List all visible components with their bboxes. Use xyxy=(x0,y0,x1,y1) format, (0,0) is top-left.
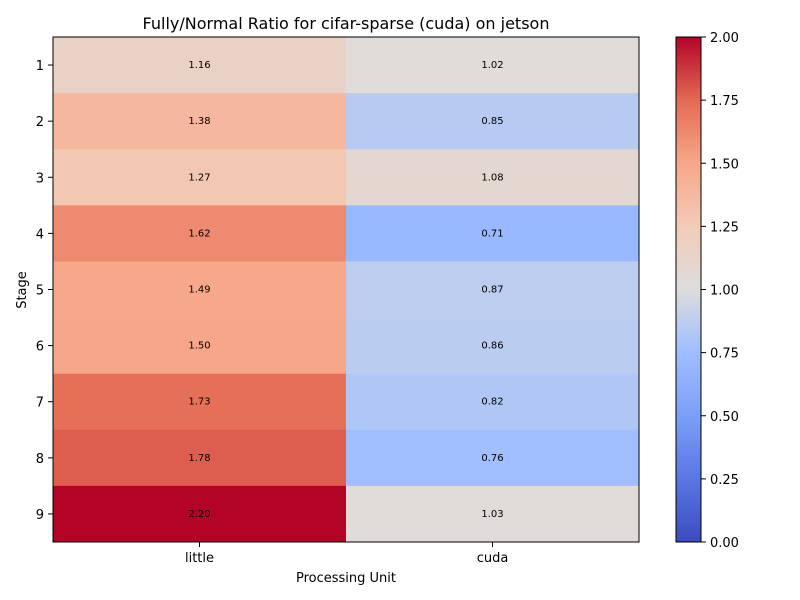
colorbar-axis: 0.00 0.25 0.50 0.75 1.00 1.25 1.50 1.75 2.00 xyxy=(701,31,739,551)
y-tick-label: 9 xyxy=(36,508,44,523)
cell-value-label: 1.38 xyxy=(188,116,210,127)
heatmap-cell xyxy=(53,317,347,375)
y-axis: 1 2 3 4 5 6 7 8 9 xyxy=(36,59,53,523)
heatmap-cell xyxy=(53,149,347,206)
heatmap-cell xyxy=(346,93,640,150)
heatmap-cell xyxy=(346,429,640,487)
y-tick-label: 1 xyxy=(36,59,44,74)
heatmap-cell xyxy=(53,205,347,262)
cell-value-label: 1.02 xyxy=(481,60,503,71)
y-tick-label: 8 xyxy=(36,452,44,467)
cell-value-label: 1.73 xyxy=(188,397,210,408)
cell-value-label: 0.86 xyxy=(481,341,503,352)
cell-value-label: 1.08 xyxy=(481,172,503,183)
y-tick-label: 3 xyxy=(36,171,44,186)
x-tick-label: little xyxy=(185,551,214,566)
x-axis-label: Processing Unit xyxy=(296,571,396,586)
y-tick-label: 6 xyxy=(36,340,44,355)
colorbar-tick-label: 0.00 xyxy=(710,536,739,551)
cell-value-label: 0.82 xyxy=(481,397,503,408)
cell-value-label: 2.20 xyxy=(188,509,210,520)
y-tick-label: 4 xyxy=(36,227,44,242)
y-tick-label: 5 xyxy=(36,284,44,299)
heatmap-cell xyxy=(346,485,640,543)
heatmap-cell xyxy=(346,149,640,206)
colorbar xyxy=(675,36,702,543)
colorbar-tick-label: 1.25 xyxy=(710,220,739,235)
heatmap-cell xyxy=(53,373,347,431)
heatmap-cell xyxy=(53,485,347,543)
heatmap-cell xyxy=(53,261,347,319)
heatmap-cell xyxy=(346,373,640,431)
heatmap-cell xyxy=(346,317,640,375)
colorbar-tick-label: 0.25 xyxy=(710,473,739,488)
colorbar-tick-label: 1.00 xyxy=(710,284,739,299)
y-tick-label: 2 xyxy=(36,115,44,130)
cell-value-label: 0.85 xyxy=(481,116,503,127)
heatmap-cell xyxy=(346,261,640,319)
colorbar-tick-label: 1.75 xyxy=(710,94,739,109)
x-axis: little cuda xyxy=(185,542,508,566)
cell-value-label: 0.76 xyxy=(481,453,503,464)
cell-value-label: 0.71 xyxy=(481,228,503,239)
y-tick-label: 7 xyxy=(36,396,44,411)
chart-title: Fully/Normal Ratio for cifar-sparse (cud… xyxy=(143,14,550,33)
cell-value-label: 1.78 xyxy=(188,453,210,464)
cell-value-label: 1.49 xyxy=(188,285,210,296)
x-tick-label: cuda xyxy=(477,551,509,566)
heatmap-cell xyxy=(346,37,640,94)
heatmap-cell xyxy=(53,429,347,487)
colorbar-tick-label: 2.00 xyxy=(710,31,739,46)
y-axis-label: Stage xyxy=(15,271,30,309)
cell-value-label: 1.62 xyxy=(188,228,210,239)
heatmap-cell-labels: 1.16 1.02 1.38 0.85 1.27 1.08 1.62 0.71 1.49 0.87… xyxy=(188,60,503,520)
colorbar-tick-label: 0.75 xyxy=(710,347,739,362)
colorbar-tick-label: 1.50 xyxy=(710,157,739,172)
cell-value-label: 0.87 xyxy=(481,285,503,296)
cell-value-label: 1.27 xyxy=(188,172,210,183)
heatmap-cell xyxy=(346,205,640,262)
cell-value-label: 1.03 xyxy=(481,509,503,520)
heatmap-cell xyxy=(53,93,347,150)
heatmap-cells xyxy=(53,37,640,543)
colorbar-tick-label: 0.50 xyxy=(710,410,739,425)
cell-value-label: 1.16 xyxy=(188,60,210,71)
heatmap-cell xyxy=(53,37,347,94)
cell-value-label: 1.50 xyxy=(188,341,210,352)
